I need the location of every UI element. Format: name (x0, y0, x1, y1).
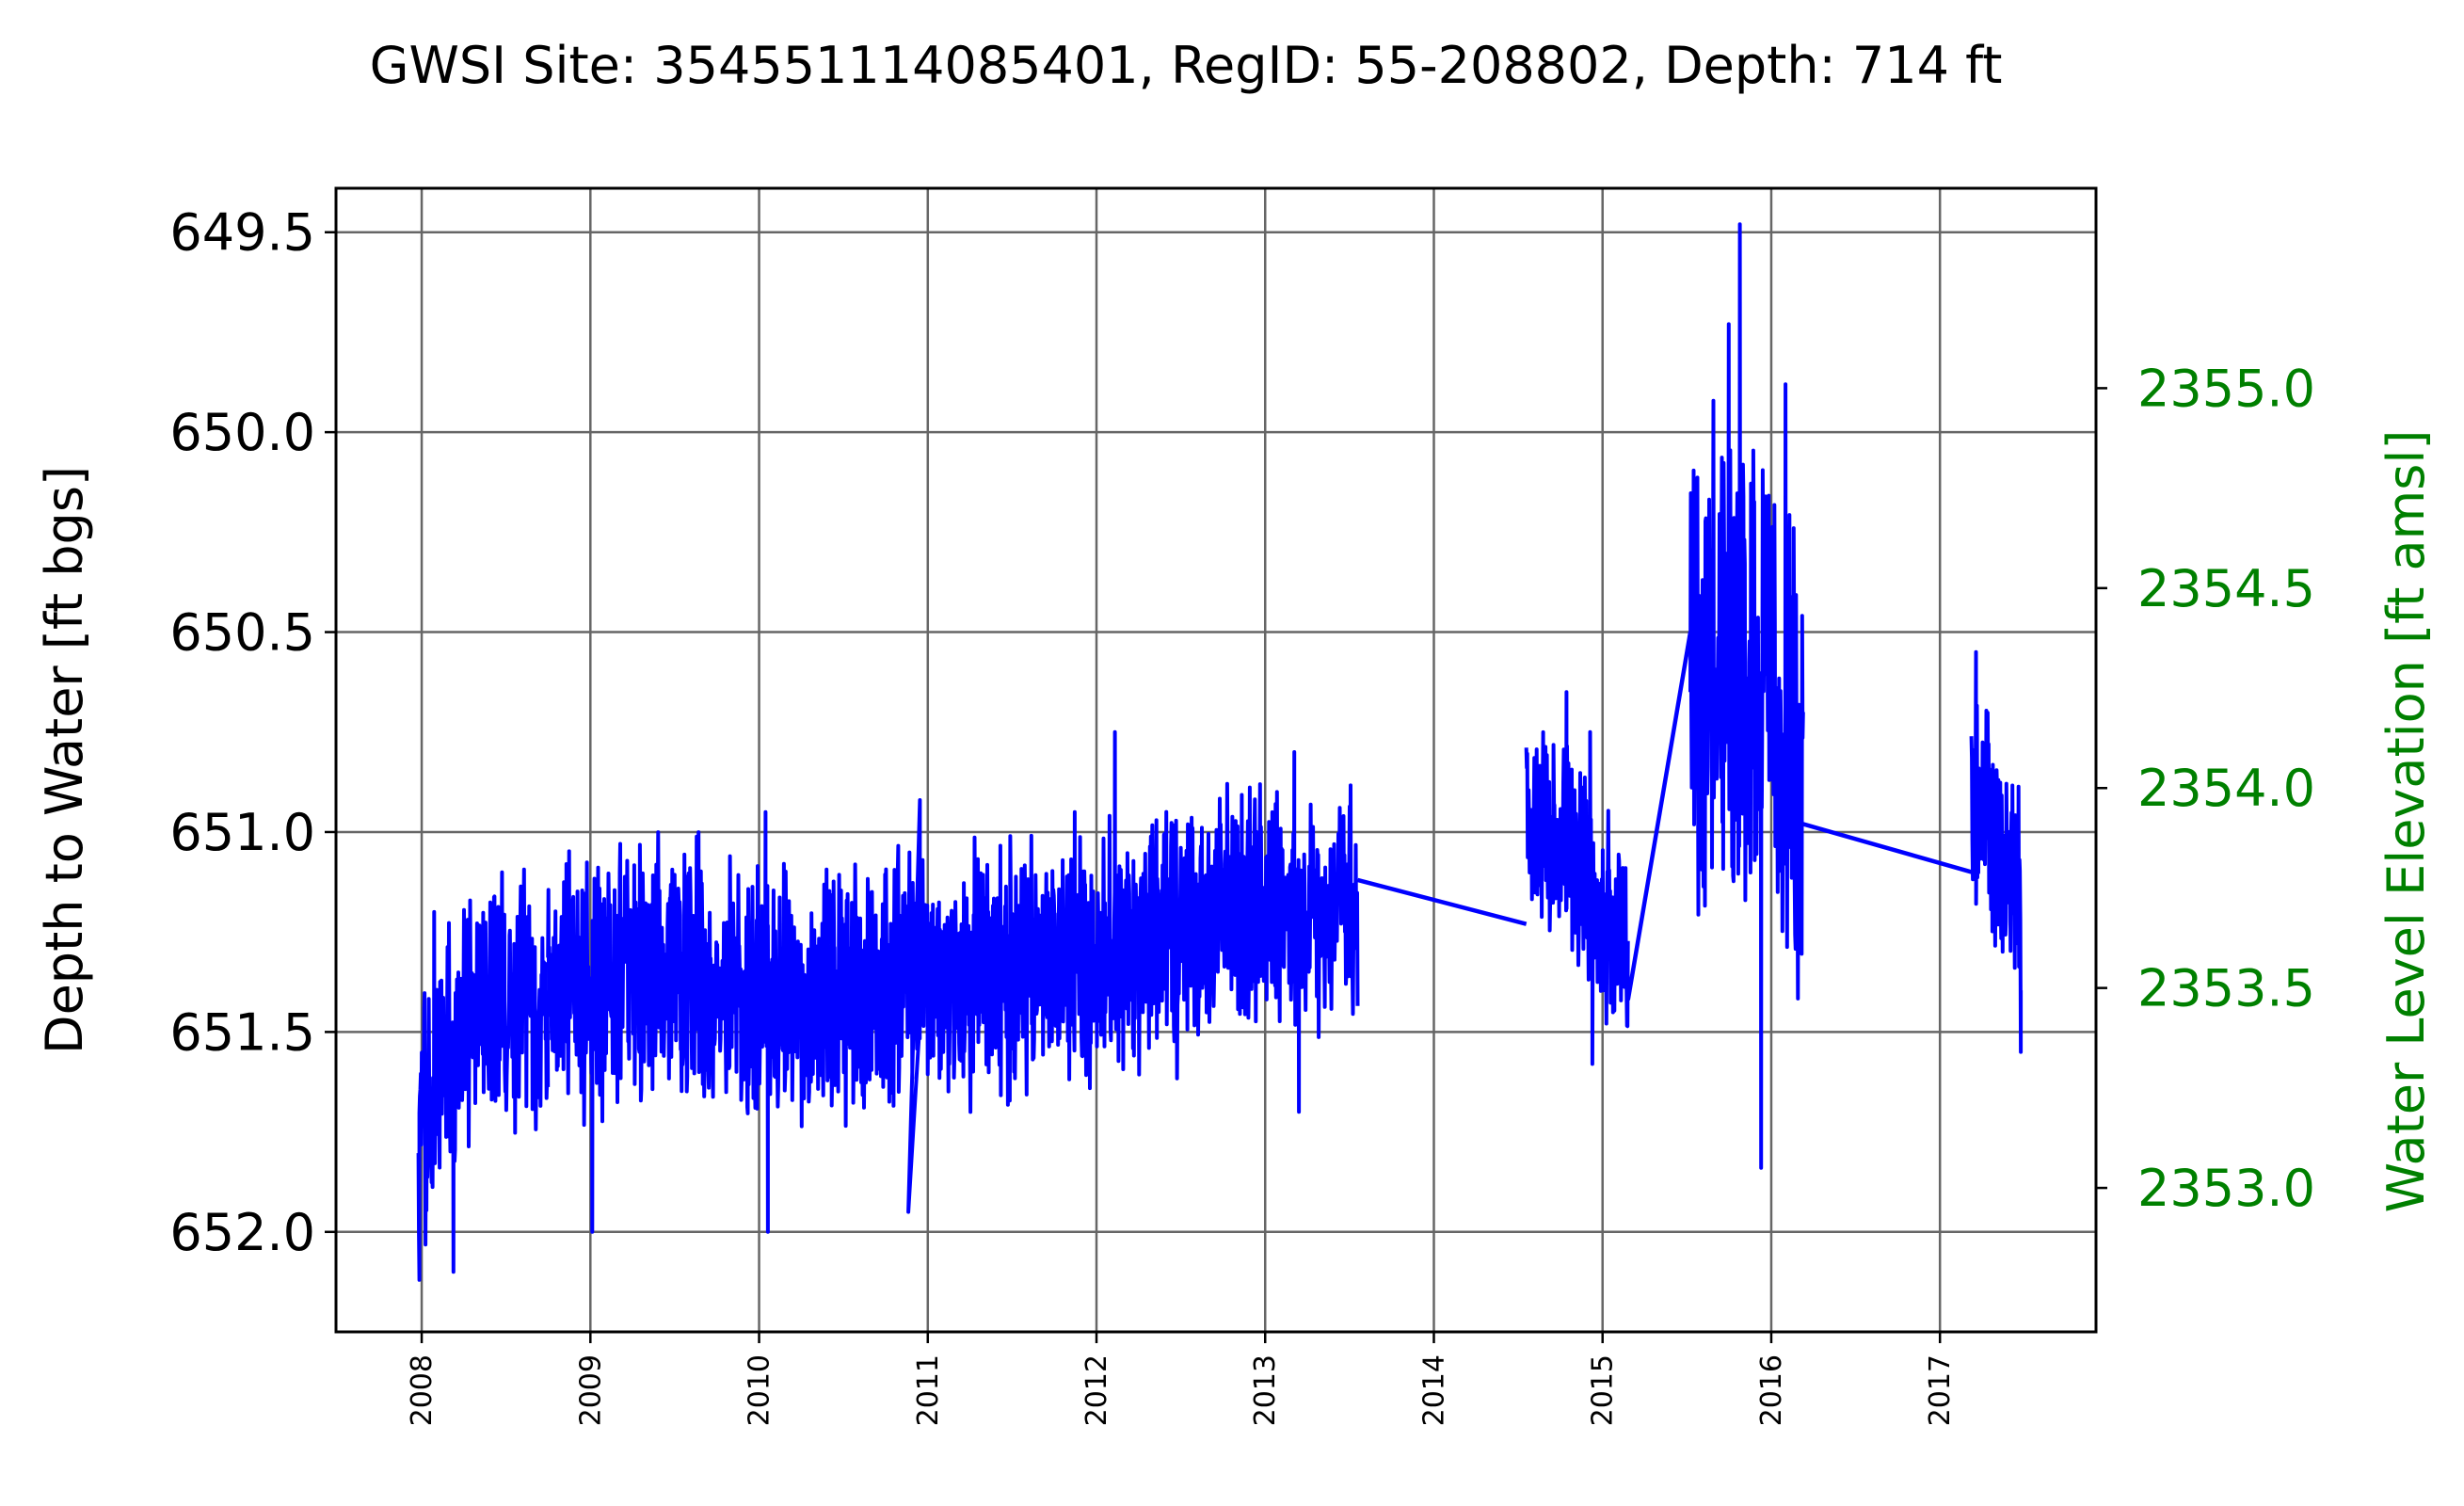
series-line-segment (1524, 690, 1630, 1066)
chart-title: GWSI Site: 354551114085401, RegID: 55-20… (370, 36, 2003, 95)
x-tick-label: 2011 (912, 1354, 945, 1426)
y-axis-label: Depth to Water [ft bgs] (35, 466, 94, 1054)
series-line-segment (546, 809, 831, 1234)
x-tick-label: 2012 (1080, 1354, 1113, 1426)
y-tick-label: 652.0 (169, 1203, 315, 1262)
y-tick-label: 651.0 (169, 803, 315, 862)
y-tick-label: 650.5 (169, 603, 315, 663)
x-tick-label: 2010 (744, 1354, 776, 1426)
series-layer (416, 222, 2024, 1282)
series-connector (1625, 632, 1693, 1001)
series-line-segment (416, 867, 551, 1282)
y2-axis: 2353.0 2353.5 2354.0 2354.5 2355.0 (2096, 359, 2315, 1218)
x-axis: 2008 2009 2010 2011 2012 2013 2014 2015 2016 2017 (406, 1332, 1957, 1426)
y2-tick-label: 2354.5 (2137, 559, 2315, 618)
x-tick-label: 2017 (1924, 1354, 1957, 1426)
x-tick-label: 2013 (1249, 1354, 1282, 1426)
y2-tick-label: 2354.0 (2137, 759, 2315, 818)
y-tick-label: 649.5 (169, 203, 315, 263)
series-line-segment (1688, 222, 1805, 1170)
y2-tick-label: 2353.5 (2137, 959, 2315, 1018)
grid (336, 188, 2096, 1332)
x-tick-label: 2015 (1587, 1354, 1620, 1426)
x-tick-label: 2016 (1755, 1354, 1788, 1426)
series-line-segment (1969, 649, 2024, 1054)
x-tick-label: 2008 (406, 1354, 439, 1426)
series-line-segment (826, 729, 1211, 1214)
x-tick-label: 2009 (574, 1354, 607, 1426)
series-connector (1356, 877, 1528, 926)
x-tick-label: 2014 (1417, 1354, 1450, 1426)
series-line-segment (1207, 750, 1360, 1114)
y2-tick-label: 2353.0 (2137, 1159, 2315, 1218)
y2-tick-label: 2355.0 (2137, 359, 2315, 418)
y2-axis-label: Water Level Elevation [ft amsl] (2376, 430, 2436, 1213)
y-axis: 649.5 650.0 650.5 651.0 651.5 652.0 (169, 203, 336, 1262)
plot-frame (334, 186, 2098, 1334)
y-tick-label: 650.0 (169, 403, 315, 462)
series-connector (1802, 822, 1973, 874)
y-tick-label: 651.5 (169, 1002, 315, 1062)
